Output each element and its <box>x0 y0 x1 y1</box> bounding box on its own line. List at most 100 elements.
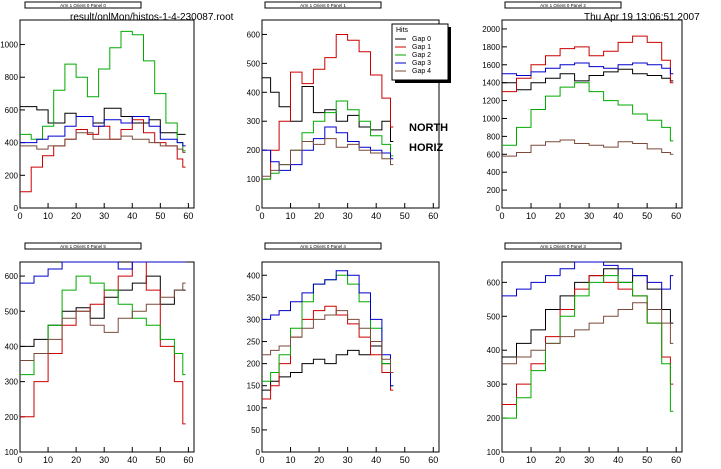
y-tick-label: 600 <box>487 278 501 287</box>
panel-title-box <box>504 242 622 250</box>
series-gap-0 <box>262 345 394 391</box>
panel-title: Arm 1 Orient 0 Panel 0 <box>60 3 106 8</box>
y-tick-label: 1800 <box>482 43 500 52</box>
legend-entry: Gap 4 <box>412 68 431 75</box>
y-tick-label: 400 <box>247 271 261 280</box>
x-tick-label: 60 <box>428 211 438 221</box>
x-tick-label: 20 <box>314 211 324 221</box>
x-tick-label: 0 <box>17 455 22 465</box>
y-tick-label: 800 <box>5 73 19 82</box>
x-tick-label: 10 <box>43 211 53 221</box>
y-tick-label: 250 <box>247 338 261 347</box>
y-tick-label: 500 <box>487 312 501 321</box>
series-gap-2 <box>20 275 186 376</box>
x-tick-label: 30 <box>584 455 594 465</box>
series-gap-2 <box>502 275 674 419</box>
annotation-north: NORTH <box>409 122 449 134</box>
series-gap-3 <box>20 116 186 147</box>
x-tick-label: 40 <box>613 211 623 221</box>
histogram-panel: Arm 1 Orient 0 Panel 3 0 10 20 30 40 50 60 100 20… <box>487 242 683 465</box>
y-tick-label: 100 <box>247 404 261 413</box>
y-tick-label: 150 <box>247 382 261 391</box>
x-tick-label: 60 <box>183 211 193 221</box>
series-gap-3 <box>262 126 394 171</box>
x-tick-label: 10 <box>526 211 536 221</box>
x-tick-label: 30 <box>99 455 109 465</box>
x-tick-label: 30 <box>343 455 353 465</box>
x-tick-label: 60 <box>671 211 681 221</box>
x-tick-label: 10 <box>526 455 536 465</box>
timestamp: Thu Apr 19 13:06:51 2007 <box>584 12 700 23</box>
y-tick-label: 200 <box>487 414 501 423</box>
series-gap-4 <box>502 139 674 157</box>
panel-title: Arm 1 Orient 0 Panel 2 <box>540 3 586 8</box>
histogram-panel: Arm 1 Orient 0 Panel 20 10 20 30 40 50 6002004… <box>482 1 683 221</box>
y-tick-label: 50 <box>251 426 260 435</box>
x-tick-label: 0 <box>499 211 504 221</box>
series-gap-4 <box>502 302 674 365</box>
x-tick-label: 40 <box>371 211 381 221</box>
panel-title-box <box>24 1 142 9</box>
y-tick-label: 600 <box>5 106 19 115</box>
y-tick-label: 400 <box>247 88 261 97</box>
series-gap-0 <box>262 77 394 142</box>
histogram-panel: Arm 1 Orient 0 Panel 4 0 10 20 30 40 50 60 0 50 10… <box>247 242 440 465</box>
plot-frame <box>19 19 195 209</box>
series-gap-1 <box>502 35 674 93</box>
x-tick-label: 0 <box>499 455 504 465</box>
panel-title-box <box>264 1 382 9</box>
panel-title-box <box>504 1 622 9</box>
y-tick-label: 0 <box>496 204 501 213</box>
y-tick-label: 0 <box>14 204 19 213</box>
y-tick-label: 100 <box>5 448 19 457</box>
series-gap-0 <box>502 68 674 91</box>
annotation-horiz: HORIZ <box>409 142 444 154</box>
histogram-panel: Arm 1 Orient 0 Panel 5 0 10 20 30 40 50 60 100 20… <box>5 242 195 465</box>
series-gap-3 <box>502 62 674 76</box>
plot-frame <box>261 19 440 209</box>
y-tick-label: 300 <box>5 378 19 387</box>
x-tick-label: 50 <box>400 455 410 465</box>
x-tick-label: 30 <box>343 211 353 221</box>
panel-title: Arm 1 Orient 0 Panel 3 <box>540 244 586 249</box>
y-tick-label: 600 <box>487 150 501 159</box>
y-tick-label: 600 <box>247 30 261 39</box>
series-gap-4 <box>262 310 394 373</box>
y-tick-label: 300 <box>247 315 261 324</box>
series-gap-4 <box>20 132 186 153</box>
x-tick-label: 10 <box>286 211 296 221</box>
panel-title-box <box>264 242 382 250</box>
y-tick-label: 1600 <box>482 61 500 70</box>
x-tick-label: 30 <box>584 211 594 221</box>
y-tick-label: 200 <box>487 186 501 195</box>
legend-entry: Gap 1 <box>412 44 431 51</box>
x-tick-label: 20 <box>555 211 565 221</box>
x-tick-label: 50 <box>642 211 652 221</box>
x-tick-label: 40 <box>371 455 381 465</box>
x-tick-label: 20 <box>71 455 81 465</box>
series-gap-1 <box>262 34 394 180</box>
y-tick-label: 300 <box>247 117 261 126</box>
x-tick-label: 60 <box>183 455 193 465</box>
x-tick-label: 40 <box>127 455 137 465</box>
y-tick-label: 400 <box>487 346 501 355</box>
x-tick-label: 60 <box>671 455 681 465</box>
y-tick-label: 500 <box>247 59 261 68</box>
y-tick-label: 1400 <box>482 79 500 88</box>
x-tick-label: 60 <box>428 455 438 465</box>
histogram-panel: Arm 1 Orient 0 Panel 00 10 20 30 40 50 6002004… <box>0 1 195 221</box>
y-tick-label: 600 <box>5 272 19 281</box>
y-tick-label: 200 <box>247 146 261 155</box>
x-tick-label: 50 <box>400 211 410 221</box>
series-gap-2 <box>502 82 674 146</box>
x-tick-label: 20 <box>71 211 81 221</box>
panel-title: Arm 1 Orient 0 Panel 4 <box>300 244 346 249</box>
x-tick-label: 50 <box>642 455 652 465</box>
x-tick-label: 40 <box>613 455 623 465</box>
x-tick-label: 20 <box>314 455 324 465</box>
legend-title: Hits <box>396 27 409 34</box>
series-gap-1 <box>20 119 186 193</box>
x-tick-label: 30 <box>99 211 109 221</box>
y-tick-label: 100 <box>487 448 501 457</box>
legend-entry: Gap 0 <box>412 36 431 43</box>
